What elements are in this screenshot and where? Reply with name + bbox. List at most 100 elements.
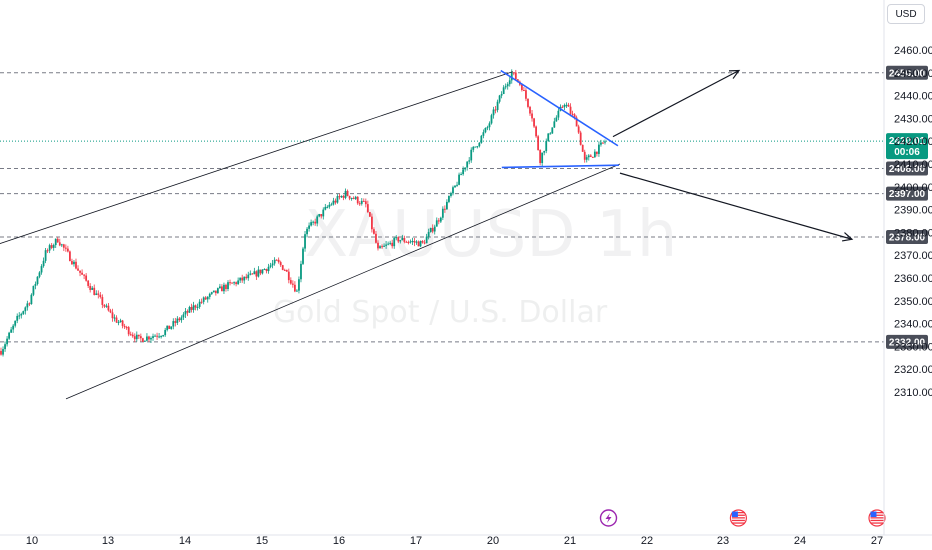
candle <box>235 281 238 287</box>
candle <box>482 129 485 139</box>
candle <box>364 198 367 208</box>
candle <box>283 268 286 271</box>
candle <box>194 304 197 311</box>
candle <box>36 276 39 286</box>
us-flag-event-icon-2[interactable] <box>868 509 886 527</box>
candle <box>4 341 6 352</box>
candle <box>247 271 250 281</box>
candle <box>188 305 191 313</box>
y-tick-label: 2440.00 <box>894 91 932 103</box>
candle <box>403 235 406 244</box>
candle <box>529 105 531 116</box>
candle <box>535 125 537 138</box>
y-tick-label: 2420.00 <box>894 136 932 148</box>
candle <box>109 308 112 314</box>
candle <box>62 243 65 252</box>
candle <box>249 270 252 276</box>
candle <box>456 181 458 187</box>
candle <box>401 234 404 241</box>
candle <box>89 283 92 293</box>
candle <box>129 331 132 336</box>
y-tick-label: 2340.00 <box>894 319 932 331</box>
candle <box>137 334 140 339</box>
triangle-lower-trendline[interactable] <box>501 164 619 169</box>
candle <box>279 260 282 267</box>
watermark-symbol: XAUUSD <box>304 198 575 272</box>
candle <box>387 241 390 246</box>
candle <box>208 292 211 300</box>
candle <box>30 293 33 305</box>
candle <box>20 312 23 319</box>
y-tick-label: 2430.00 <box>894 113 932 125</box>
price-axis[interactable]: 2310.00 2320.00 2330.00 2340.00 2350.00 2360.… <box>883 0 932 535</box>
candle <box>411 237 414 245</box>
candle <box>176 316 179 326</box>
candle <box>261 269 264 275</box>
event-markers <box>599 509 886 527</box>
candle <box>263 268 266 271</box>
candle <box>139 333 142 342</box>
candle <box>253 267 256 275</box>
candle <box>56 237 59 243</box>
candle <box>415 240 418 245</box>
candle <box>484 127 487 134</box>
candle <box>342 194 345 201</box>
candle <box>245 273 248 280</box>
candle <box>508 76 511 87</box>
candle <box>227 280 229 292</box>
candle <box>441 206 444 221</box>
candle <box>537 134 540 151</box>
bearish-arrow[interactable] <box>619 172 854 242</box>
us-flag-event-icon[interactable] <box>729 509 748 527</box>
candle <box>267 263 270 274</box>
candle <box>383 243 385 247</box>
candle <box>107 303 110 312</box>
candle <box>48 243 51 254</box>
candle <box>97 290 100 299</box>
candle <box>466 161 469 171</box>
triangle-upper-trendline[interactable] <box>500 69 619 147</box>
bullish-arrow[interactable] <box>612 69 741 138</box>
candle <box>216 287 219 294</box>
candle <box>168 325 171 329</box>
candle <box>395 235 398 241</box>
currency-button[interactable]: USD <box>887 4 925 24</box>
candle <box>443 205 446 213</box>
lightning-event-icon[interactable] <box>599 509 618 527</box>
candle <box>393 236 396 249</box>
candle <box>543 150 546 156</box>
level-price-label: 2408.00 <box>889 164 926 175</box>
candle <box>525 88 527 102</box>
candle <box>79 270 81 277</box>
drawings <box>0 69 854 400</box>
candle <box>255 270 258 280</box>
candle <box>593 149 596 158</box>
candle <box>251 272 254 275</box>
y-tick-label: 2460.00 <box>894 45 932 57</box>
candle <box>312 220 315 226</box>
candle <box>200 298 203 304</box>
candle <box>71 258 73 266</box>
channel-lower-trendline[interactable] <box>65 163 621 400</box>
candle <box>229 279 231 286</box>
candle <box>326 205 329 209</box>
candle <box>320 213 323 219</box>
candle <box>385 240 388 249</box>
time-axis[interactable]: 10 13 14 15 16 17 20 21 22 23 24 27 <box>0 534 932 547</box>
candle <box>196 303 199 311</box>
candle <box>99 292 102 299</box>
x-tick-label: 20 <box>487 535 499 547</box>
candle <box>10 326 13 333</box>
channel-upper-trendline[interactable] <box>0 71 513 253</box>
candle <box>531 109 533 122</box>
candle <box>123 323 126 329</box>
candle <box>87 279 90 289</box>
current-price-badge <box>886 133 928 160</box>
candle <box>152 333 154 341</box>
candle <box>125 325 128 330</box>
candle <box>512 72 515 76</box>
candle <box>162 334 165 338</box>
candle <box>300 260 302 283</box>
candle <box>233 281 235 286</box>
